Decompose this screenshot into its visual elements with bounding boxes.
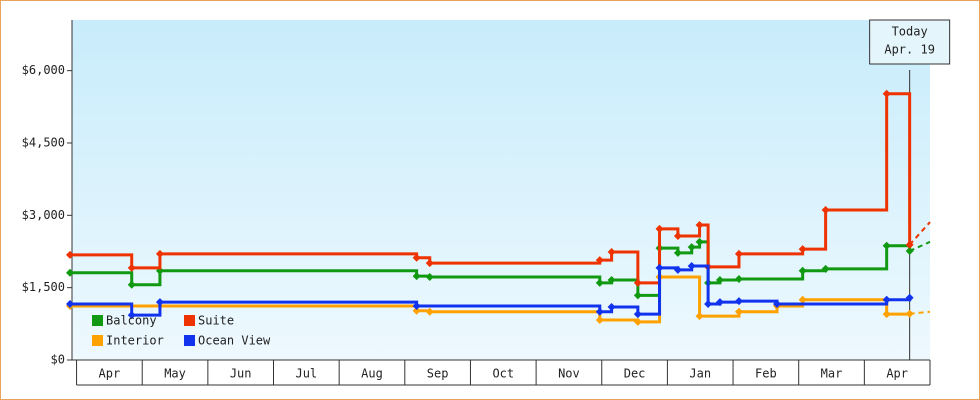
y-tick-label: $1,500 (22, 280, 65, 294)
point (127, 280, 136, 289)
legend-swatch (92, 315, 103, 326)
x-tick-label: Jun (230, 367, 252, 381)
point (882, 241, 891, 250)
x-tick-label: Apr (99, 367, 121, 381)
point (633, 291, 642, 300)
y-tick-label: $0 (51, 353, 65, 367)
point (798, 266, 807, 275)
point (655, 224, 664, 233)
point (882, 310, 891, 319)
point (695, 312, 704, 321)
point (412, 306, 421, 315)
point (687, 261, 696, 270)
point (607, 275, 616, 284)
legend-swatch (184, 315, 195, 326)
point (905, 240, 914, 249)
x-tick-label: Nov (558, 367, 580, 381)
point (673, 232, 682, 241)
point (66, 300, 74, 309)
point (155, 298, 164, 307)
projection-line (909, 240, 931, 252)
point (821, 206, 830, 215)
x-tick-label: Jul (295, 367, 317, 381)
point (695, 237, 704, 246)
point (633, 278, 642, 287)
point (882, 295, 891, 304)
point (882, 89, 891, 98)
point (715, 298, 724, 307)
point (905, 309, 914, 318)
point (633, 310, 642, 319)
legend-swatch (92, 335, 103, 346)
point (425, 307, 434, 316)
point (412, 301, 421, 310)
point (595, 315, 604, 324)
point (155, 249, 164, 258)
point (905, 293, 914, 302)
point (734, 274, 743, 283)
point (687, 243, 696, 252)
y-tick-label: $6,000 (22, 63, 65, 77)
today-label: Today (892, 25, 928, 39)
point (673, 265, 682, 274)
point (798, 245, 807, 254)
plot-area (72, 20, 930, 360)
point (905, 247, 914, 256)
point (704, 300, 713, 309)
point (695, 220, 704, 229)
point (607, 302, 616, 311)
point (821, 264, 830, 273)
point (607, 247, 616, 256)
x-tick-label: Oct (492, 367, 514, 381)
point (798, 295, 807, 304)
y-tick-label: $4,500 (22, 135, 65, 149)
legend-label: Suite (198, 314, 234, 328)
point (734, 307, 743, 316)
point (66, 250, 74, 259)
point (412, 272, 421, 281)
point (715, 275, 724, 284)
legend-swatch (184, 335, 195, 346)
point (127, 263, 136, 272)
x-tick-label: Apr (886, 367, 908, 381)
x-tick-label: Feb (755, 367, 777, 381)
x-tick-label: Dec (624, 367, 646, 381)
today-date: Apr. 19 (884, 43, 935, 57)
x-tick-label: Mar (821, 367, 843, 381)
point (734, 249, 743, 258)
point (127, 311, 136, 320)
point (66, 268, 74, 277)
point (425, 259, 434, 268)
x-tick-label: Aug (361, 367, 383, 381)
point (595, 278, 604, 287)
point (655, 263, 664, 272)
legend-label: Ocean View (198, 334, 271, 348)
point (734, 297, 743, 306)
today-box (869, 19, 951, 65)
legend-label: Interior (106, 334, 164, 348)
point (595, 256, 604, 265)
x-tick-label: Sep (427, 367, 449, 381)
point (633, 317, 642, 326)
legend-label: Balcony (106, 314, 157, 328)
y-tick-label: $3,000 (22, 208, 65, 222)
point (673, 248, 682, 257)
point (412, 253, 421, 262)
point (595, 307, 604, 316)
point (773, 300, 782, 309)
point (425, 273, 434, 282)
x-tick-label: May (164, 367, 186, 381)
x-tick-label: Jan (689, 367, 711, 381)
